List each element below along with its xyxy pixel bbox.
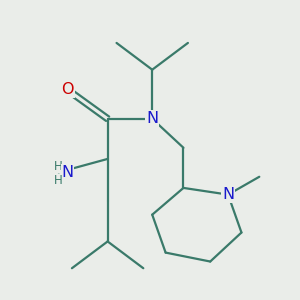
Text: N: N (222, 187, 234, 202)
Text: N: N (61, 165, 74, 180)
Text: N: N (146, 111, 158, 126)
Text: H: H (54, 160, 63, 173)
Text: H: H (54, 174, 63, 187)
Text: O: O (61, 82, 74, 97)
